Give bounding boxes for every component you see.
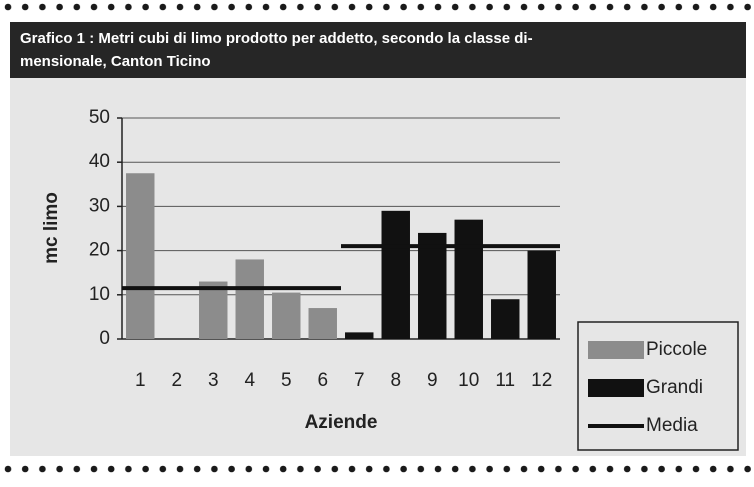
x-tick-label: 4 — [244, 370, 255, 391]
bar — [454, 219, 483, 339]
x-axis-label: Aziende — [305, 412, 378, 433]
bar — [527, 250, 556, 339]
y-tick-label: 40 — [89, 151, 110, 172]
bar — [345, 332, 374, 339]
bar — [199, 281, 228, 339]
bar — [235, 259, 264, 339]
x-tick-label: 11 — [495, 370, 515, 391]
x-tick-label: 8 — [390, 370, 401, 391]
x-tick-label: 1 — [135, 370, 146, 391]
y-tick-label: 50 — [89, 107, 110, 128]
x-tick-label: 3 — [208, 370, 219, 391]
x-tick-label: 9 — [427, 370, 438, 391]
x-tick-label: 10 — [458, 370, 479, 391]
title-bar — [10, 22, 746, 78]
legend-swatch — [588, 379, 644, 397]
x-tick-label: 6 — [317, 370, 328, 391]
y-tick-label: 0 — [99, 328, 110, 349]
x-tick-label: 7 — [354, 370, 365, 391]
dot-border-top — [0, 1, 754, 15]
bar — [418, 232, 447, 339]
x-tick-label: 2 — [171, 370, 182, 391]
y-tick-label: 20 — [89, 240, 110, 261]
legend-swatch — [588, 341, 644, 359]
y-axis-label: mc limo — [41, 192, 62, 264]
legend-label: Grandi — [646, 377, 703, 398]
x-tick-label: 5 — [281, 370, 292, 391]
y-tick-label: 30 — [89, 195, 110, 216]
dot-border-bottom — [0, 463, 754, 477]
chart-title: mensionale, Canton Ticino — [20, 53, 211, 70]
bar — [126, 173, 155, 339]
x-tick-label: 12 — [531, 370, 552, 391]
y-tick-label: 10 — [89, 284, 110, 305]
bar — [381, 210, 410, 339]
legend-label: Media — [646, 415, 698, 436]
chart-title: Grafico 1 : Metri cubi di limo prodotto … — [20, 30, 533, 47]
legend-label: Piccole — [646, 339, 707, 360]
bar — [491, 299, 520, 339]
bar — [308, 308, 337, 339]
bar — [272, 292, 301, 339]
